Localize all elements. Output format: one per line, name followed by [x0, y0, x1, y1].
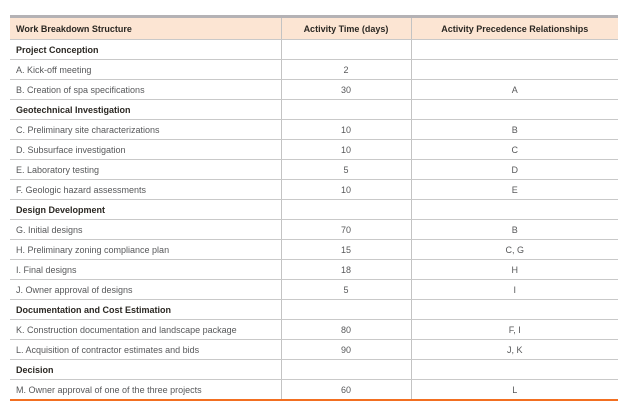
precedence-cell: D: [410, 159, 618, 180]
table-row: E. Laboratory testing 5 D: [10, 159, 618, 180]
table-row: A. Kick-off meeting 2: [10, 59, 618, 80]
wbs-cell: G. Initial designs: [10, 219, 281, 240]
time-cell: 10: [280, 139, 411, 160]
time-cell: 2: [280, 59, 411, 80]
precedence-cell: [410, 199, 618, 220]
time-cell: 5: [280, 159, 411, 180]
precedence-cell: [410, 359, 618, 380]
table-row: H. Preliminary zoning compliance plan 15 C…: [10, 239, 618, 260]
time-cell: 10: [280, 119, 411, 140]
precedence-cell: [410, 59, 618, 80]
table-row: J. Owner approval of designs 5 I: [10, 279, 618, 300]
wbs-cell: M. Owner approval of one of the three pr…: [10, 379, 281, 401]
time-cell: [280, 359, 411, 380]
time-cell: [280, 299, 411, 320]
time-cell: 18: [280, 259, 411, 280]
wbs-cell: Decision: [10, 359, 281, 380]
precedence-cell: [410, 39, 618, 60]
time-cell: 60: [280, 379, 411, 401]
section-row: Project Conception: [10, 39, 618, 60]
wbs-cell: J. Owner approval of designs: [10, 279, 281, 300]
time-cell: 90: [280, 339, 411, 360]
section-row: Design Development: [10, 199, 618, 220]
wbs-table: Work Breakdown Structure Activity Time (…: [10, 15, 618, 401]
time-cell: 15: [280, 239, 411, 260]
precedence-cell: E: [410, 179, 618, 200]
column-header-activity-time: Activity Time (days): [280, 16, 411, 40]
table-header-row: Work Breakdown Structure Activity Time (…: [10, 16, 618, 40]
table-row: C. Preliminary site characterizations 10 B: [10, 119, 618, 140]
wbs-cell: C. Preliminary site characterizations: [10, 119, 281, 140]
section-row: Decision: [10, 359, 618, 380]
column-header-wbs: Work Breakdown Structure: [10, 16, 281, 40]
column-header-precedence: Activity Precedence Relationships: [410, 16, 618, 40]
table-row: D. Subsurface investigation 10 C: [10, 139, 618, 160]
time-cell: [280, 39, 411, 60]
time-cell: 10: [280, 179, 411, 200]
wbs-cell: Design Development: [10, 199, 281, 220]
time-cell: [280, 199, 411, 220]
time-cell: [280, 99, 411, 120]
precedence-cell: B: [410, 219, 618, 240]
precedence-cell: C, G: [410, 239, 618, 260]
section-row: Geotechnical Investigation: [10, 99, 618, 120]
wbs-cell: H. Preliminary zoning compliance plan: [10, 239, 281, 260]
table-row: F. Geologic hazard assessments 10 E: [10, 179, 618, 200]
wbs-cell: A. Kick-off meeting: [10, 59, 281, 80]
section-row: Documentation and Cost Estimation: [10, 299, 618, 320]
table-row: G. Initial designs 70 B: [10, 219, 618, 240]
table-row: M. Owner approval of one of the three pr…: [10, 379, 618, 401]
wbs-cell: D. Subsurface investigation: [10, 139, 281, 160]
wbs-cell: E. Laboratory testing: [10, 159, 281, 180]
table-body: Project Conception A. Kick-off meeting 2 B.…: [10, 39, 618, 401]
time-cell: 80: [280, 319, 411, 340]
wbs-cell: F. Geologic hazard assessments: [10, 179, 281, 200]
time-cell: 5: [280, 279, 411, 300]
time-cell: 70: [280, 219, 411, 240]
precedence-cell: A: [410, 79, 618, 100]
wbs-cell: I. Final designs: [10, 259, 281, 280]
precedence-cell: F, I: [410, 319, 618, 340]
precedence-cell: B: [410, 119, 618, 140]
wbs-cell: L. Acquisition of contractor estimates a…: [10, 339, 281, 360]
wbs-cell: Geotechnical Investigation: [10, 99, 281, 120]
time-cell: 30: [280, 79, 411, 100]
wbs-cell: Project Conception: [10, 39, 281, 60]
table-row: I. Final designs 18 H: [10, 259, 618, 280]
table-row: K. Construction documentation and landsc…: [10, 319, 618, 340]
precedence-cell: I: [410, 279, 618, 300]
table-row: B. Creation of spa specifications 30 A: [10, 79, 618, 100]
precedence-cell: [410, 299, 618, 320]
precedence-cell: [410, 99, 618, 120]
table-row: L. Acquisition of contractor estimates a…: [10, 339, 618, 360]
precedence-cell: L: [410, 379, 618, 401]
wbs-cell: B. Creation of spa specifications: [10, 79, 281, 100]
precedence-cell: H: [410, 259, 618, 280]
precedence-cell: C: [410, 139, 618, 160]
wbs-cell: K. Construction documentation and landsc…: [10, 319, 281, 340]
wbs-cell: Documentation and Cost Estimation: [10, 299, 281, 320]
precedence-cell: J, K: [410, 339, 618, 360]
